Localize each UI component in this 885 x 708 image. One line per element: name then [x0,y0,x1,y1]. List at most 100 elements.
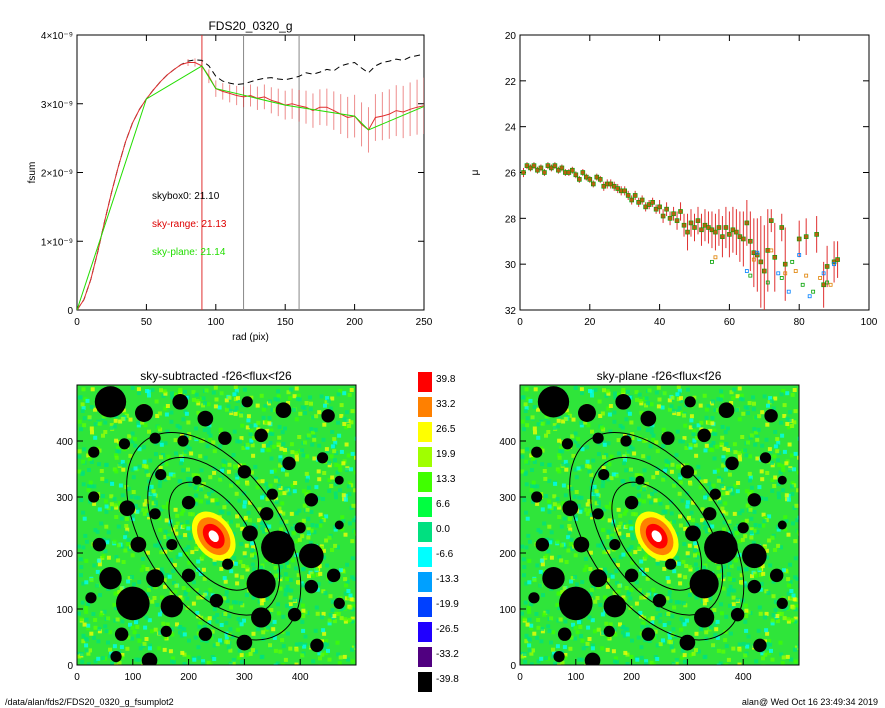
noise-pixel [676,397,681,402]
noise-pixel [290,558,295,563]
noise-pixel [773,475,778,480]
noise-pixel [352,518,356,523]
noise-pixel [206,500,210,505]
noise-pixel [97,629,102,634]
noise-pixel [195,399,200,403]
noise-pixel [238,559,243,564]
faint-point [818,276,823,280]
noise-pixel [182,652,187,657]
noise-pixel [740,435,745,439]
faint-point [779,276,784,280]
noise-pixel [311,430,315,435]
noise-pixel [614,527,619,532]
noise-pixel [609,454,614,459]
noise-pixel [212,470,217,475]
noise-pixel [634,580,639,585]
noise-pixel [666,460,671,465]
noise-pixel [590,646,595,651]
noise-pixel [702,601,707,606]
noise-pixel [688,593,692,598]
noise-pixel [656,404,661,409]
noise-pixel [130,625,135,630]
noise-pixel [679,627,684,632]
noise-pixel [604,547,609,552]
noise-pixel [232,429,237,434]
noise-pixel [321,497,325,501]
noise-pixel [341,493,346,498]
noise-pixel [89,405,94,410]
noise-pixel [667,639,672,644]
noise-pixel [630,446,635,451]
noise-pixel [339,449,344,454]
noise-pixel [119,645,124,650]
noise-pixel [175,513,180,518]
noise-pixel [109,494,114,499]
noise-pixel [117,590,122,594]
noise-pixel [574,475,579,480]
noise-pixel [321,518,326,523]
noise-pixel [335,640,340,645]
noise-pixel [157,483,162,488]
noise-pixel [163,635,168,640]
noise-pixel [703,479,708,484]
noise-pixel [639,473,644,478]
noise-pixel [330,548,334,552]
noise-pixel [675,555,680,560]
noise-pixel [735,597,740,602]
noise-pixel [283,572,288,577]
noise-pixel [344,467,349,472]
noise-pixel [634,601,639,606]
data-point [824,264,830,269]
noise-pixel [115,617,120,622]
mask-blob [624,495,639,510]
noise-pixel [612,410,617,415]
noise-pixel [655,561,660,566]
noise-pixel [236,396,240,401]
noise-pixel [767,514,772,519]
noise-pixel [297,435,302,439]
noise-pixel [159,442,164,447]
noise-pixel [265,428,270,433]
noise-pixel [708,428,713,433]
noise-pixel [82,423,87,428]
noise-pixel [563,417,568,421]
noise-pixel [536,625,541,630]
noise-pixel [160,571,165,575]
noise-pixel [737,642,742,647]
noise-pixel [547,524,552,529]
noise-pixel [524,387,529,392]
noise-pixel [608,622,613,627]
mask-blob [641,627,656,641]
noise-pixel [343,591,348,596]
noise-pixel [87,483,92,488]
noise-pixel [797,620,799,625]
noise-pixel [521,557,526,562]
noise-pixel [112,644,117,649]
noise-pixel [743,405,748,410]
noise-pixel [677,491,682,496]
noise-pixel [600,612,605,617]
noise-pixel [527,580,532,585]
noise-pixel [688,445,693,450]
noise-pixel [349,505,354,510]
noise-pixel [338,464,342,469]
noise-pixel [625,662,630,665]
mask-blob [218,431,232,445]
noise-pixel [564,560,569,564]
noise-pixel [198,571,203,576]
noise-pixel [745,440,750,445]
noise-pixel [340,527,345,532]
noise-pixel [797,644,799,649]
noise-pixel [721,458,726,462]
noise-pixel [92,501,97,506]
noise-pixel [303,634,308,639]
noise-pixel [145,500,150,504]
noise-pixel [164,462,169,467]
noise-pixel [526,397,531,402]
noise-pixel [768,396,773,401]
noise-pixel [536,407,540,412]
noise-pixel [627,411,632,416]
noise-pixel [726,592,731,597]
noise-pixel [278,577,283,582]
noise-pixel [336,652,341,657]
